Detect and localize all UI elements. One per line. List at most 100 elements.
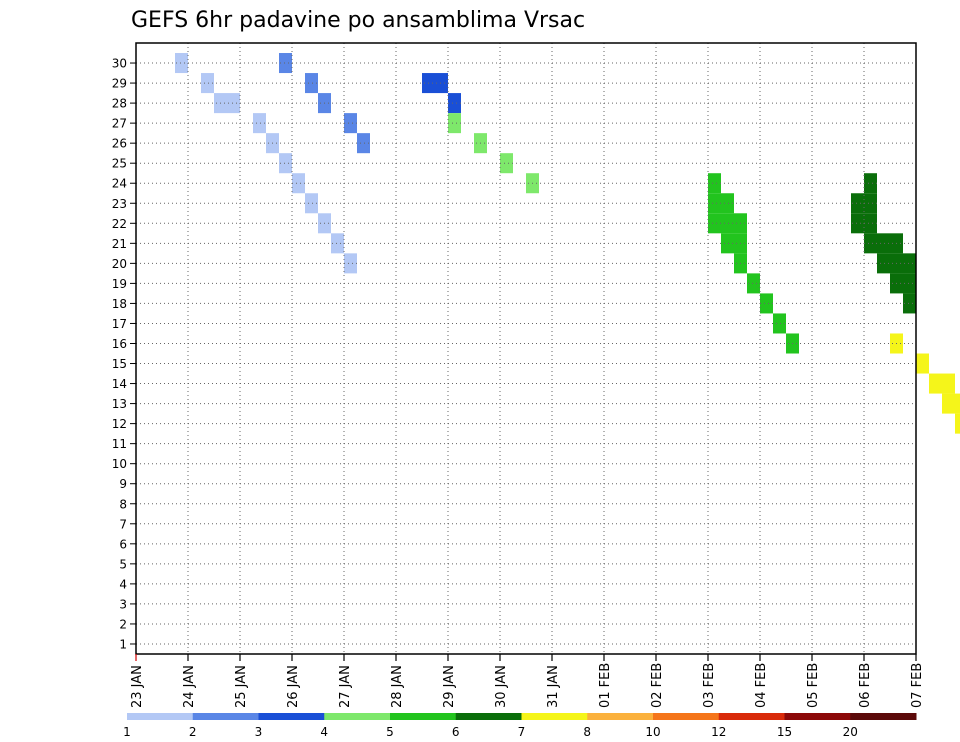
y-tick-label: 29: [112, 77, 127, 91]
x-tick-label: 31 JAN: [546, 665, 561, 708]
colorbar-label: 15: [777, 725, 792, 739]
heatmap-cell: [305, 73, 318, 94]
colorbar: 1 2 3 4 5 6 7 8 10 12 15 20: [123, 713, 917, 739]
y-tick-label: 5: [119, 557, 127, 571]
heatmap-cell: [344, 113, 357, 134]
colorbar-segment: [718, 713, 785, 720]
colorbar-segment: [784, 713, 851, 720]
heatmap-cell: [175, 53, 188, 74]
heatmap-cell: [357, 133, 370, 154]
colorbar-segment: [324, 713, 391, 720]
colorbar-label: 3: [255, 725, 263, 739]
heatmap-cell: [253, 113, 266, 134]
x-tick-label: 29 JAN: [442, 665, 457, 708]
x-tick-label: 03 FEB: [702, 663, 717, 708]
y-tick-label: 21: [112, 237, 127, 251]
y-tick-label: 19: [112, 277, 127, 291]
x-tick-label: 02 FEB: [650, 663, 665, 708]
x-tick-label: 23 JAN: [130, 665, 145, 708]
heatmap-cell: [864, 173, 877, 194]
heatmap-cell: [344, 253, 357, 274]
y-tick-label: 27: [112, 117, 127, 131]
y-tick-label: 3: [119, 597, 127, 611]
heatmap-cell: [903, 293, 916, 314]
x-tick-label: 06 FEB: [858, 663, 873, 708]
heatmap-cell: [721, 233, 747, 254]
colorbar-segment: [653, 713, 720, 720]
heatmap-cell: [864, 233, 903, 254]
y-tick-label: 14: [112, 377, 127, 391]
y-tick-label: 6: [119, 537, 127, 551]
cells-layer: [175, 53, 960, 434]
heatmap-cell: [708, 173, 721, 194]
y-tick-label: 25: [112, 157, 127, 171]
heatmap-cell: [916, 353, 929, 374]
heatmap-cell: [929, 373, 955, 394]
heatmap-cell: [760, 293, 773, 314]
heatmap-cell: [773, 313, 786, 334]
heatmap-cell: [214, 93, 240, 114]
colorbar-segment: [192, 713, 259, 720]
heatmap-cell: [747, 273, 760, 294]
heatmap-cell: [448, 113, 461, 134]
colorbar-segment: [258, 713, 325, 720]
y-tick-label: 23: [112, 197, 127, 211]
x-tick-label: 30 JAN: [494, 665, 509, 708]
y-tick-label: 24: [112, 177, 127, 191]
heatmap-cell: [708, 213, 747, 234]
colorbar-label: 7: [518, 725, 526, 739]
heatmap-cell: [279, 153, 292, 174]
y-tick-label: 17: [112, 317, 127, 331]
x-tick-label: 28 JAN: [390, 665, 405, 708]
colorbar-label: 20: [843, 725, 858, 739]
x-tick-label: 25 JAN: [234, 665, 249, 708]
heatmap-cell: [331, 233, 344, 254]
y-tick-label: 4: [119, 577, 127, 591]
y-tick-label: 30: [112, 57, 127, 71]
heatmap-cell: [279, 53, 292, 74]
colorbar-label: 6: [452, 725, 460, 739]
heatmap-cell: [955, 413, 960, 434]
colorbar-label: 8: [583, 725, 591, 739]
y-tick-label: 22: [112, 217, 127, 231]
heatmap-cell: [448, 93, 461, 114]
y-tick-label: 15: [112, 357, 127, 371]
colorbar-segment: [455, 713, 522, 720]
plot-frame: [135, 42, 917, 655]
colorbar-label: 5: [386, 725, 394, 739]
y-tick-label: 18: [112, 297, 127, 311]
y-tick-label: 1: [119, 637, 127, 651]
x-tick-label: 05 FEB: [806, 663, 821, 708]
colorbar-label: 10: [645, 725, 660, 739]
x-tick-label: 26 JAN: [286, 665, 301, 708]
x-tick-label: 24 JAN: [182, 665, 197, 708]
colorbar-segment: [587, 713, 654, 720]
colorbar-label: 2: [189, 725, 197, 739]
heatmap-cell: [942, 393, 960, 414]
x-tick-label: 04 FEB: [754, 663, 769, 708]
x-tick-label: 27 JAN: [338, 665, 353, 708]
y-tick-label: 10: [112, 457, 127, 471]
y-tick-label: 13: [112, 397, 127, 411]
colorbar-label: 12: [711, 725, 726, 739]
x-axis: 23 JAN 24 JAN 25 JAN 26 JAN 27 JAN 28 JAN 29 J…: [130, 654, 925, 708]
y-tick-label: 8: [119, 497, 127, 511]
y-tick-label: 16: [112, 337, 127, 351]
y-tick-label: 7: [119, 517, 127, 531]
colorbar-segment: [390, 713, 457, 720]
y-tick-label: 20: [112, 257, 127, 271]
colorbar-segment: [521, 713, 588, 720]
heatmap-cell: [890, 273, 916, 294]
heatmap-cell: [422, 73, 448, 94]
chart-title: GEFS 6hr padavine po ansamblima Vrsac: [131, 8, 585, 33]
heatmap-cell: [305, 193, 318, 214]
y-tick-label: 2: [119, 617, 127, 631]
y-axis: 1234567891011121314151617181920212223242…: [112, 57, 136, 651]
colorbar-segment: [127, 713, 194, 720]
heatmap-cell: [500, 153, 513, 174]
x-tick-label: 07 FEB: [910, 663, 925, 708]
y-tick-label: 26: [112, 137, 127, 151]
colorbar-label: 4: [320, 725, 328, 739]
y-tick-label: 12: [112, 417, 127, 431]
